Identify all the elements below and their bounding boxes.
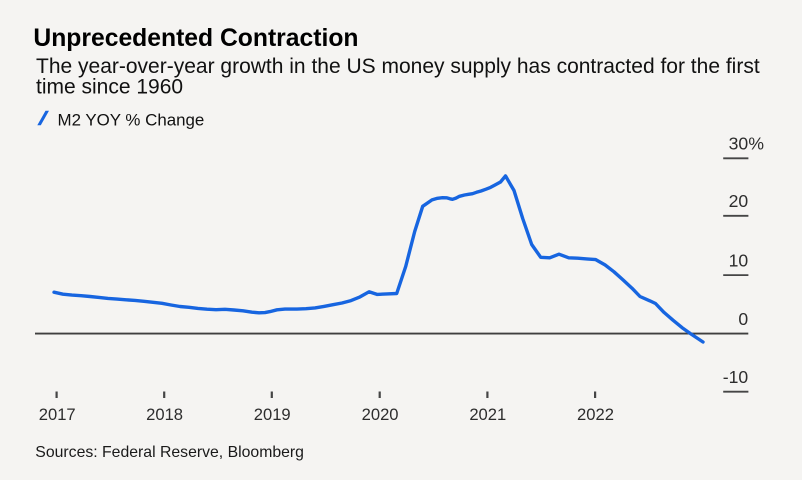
svg-text:M2 YOY % Change: M2 YOY % Change <box>58 110 205 129</box>
svg-text:Unprecedented Contraction: Unprecedented Contraction <box>33 25 358 52</box>
svg-text:%: % <box>748 134 764 154</box>
svg-text:The year-over-year growth in t: The year-over-year growth in the US mone… <box>36 55 760 78</box>
svg-text:0: 0 <box>738 309 748 329</box>
svg-text:30: 30 <box>729 134 749 154</box>
svg-text:Sources: Federal Reserve, Bloo: Sources: Federal Reserve, Bloomberg <box>35 444 304 461</box>
svg-text:2021: 2021 <box>469 405 506 424</box>
svg-text:2019: 2019 <box>254 405 291 424</box>
svg-text:2017: 2017 <box>39 405 76 424</box>
svg-text:10: 10 <box>729 250 749 270</box>
svg-text:20: 20 <box>729 191 749 211</box>
svg-text:2018: 2018 <box>146 405 183 424</box>
svg-text:2020: 2020 <box>362 405 399 424</box>
svg-text:time since 1960: time since 1960 <box>36 75 183 98</box>
svg-text:-10: -10 <box>723 367 749 387</box>
svg-text:2022: 2022 <box>577 405 614 424</box>
